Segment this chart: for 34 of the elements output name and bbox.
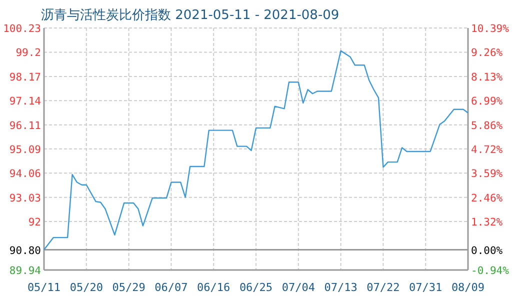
y-tick-label: 93.03: [9, 192, 41, 204]
x-tick-label: 07/04: [282, 281, 316, 294]
y2-tick-label: 4.72%: [471, 144, 504, 156]
x-tick-label: 06/16: [197, 281, 230, 294]
x-tick-label: 07/13: [324, 281, 358, 294]
y2-tick-label: 6.99%: [471, 96, 504, 108]
x-tick-label: 07/22: [366, 281, 400, 294]
y-tick-label: 95.09: [9, 144, 41, 156]
y-tick-label: 90.80: [9, 244, 41, 257]
y-tick-label: 96.11: [9, 120, 41, 132]
y-tick-label: 98.17: [9, 71, 41, 84]
y2-tick-label: -0.94%: [471, 265, 510, 277]
y2-tick-label: 1.32%: [471, 216, 504, 229]
y2-tick-label: 9.26%: [471, 47, 504, 60]
y2-tick-label: 0.00%: [471, 244, 504, 257]
x-tick-label: 06/07: [154, 281, 188, 294]
x-tick-label: 08/09: [451, 281, 485, 294]
y-tick-label: 89.94: [9, 265, 41, 277]
y-tick-label: 97.14: [9, 96, 41, 108]
y2-tick-label: 10.39%: [471, 23, 510, 35]
y-tick-label: 100.23: [3, 23, 41, 35]
x-tick-label: 06/25: [239, 281, 273, 294]
y2-tick-label: 2.46%: [471, 192, 504, 204]
y2-tick-label: 5.86%: [471, 120, 504, 132]
x-tick-label: 07/31: [409, 281, 442, 294]
y-tick-label: 99.2: [16, 47, 41, 60]
y-tick-label: 92: [28, 216, 41, 229]
x-tick-label: 05/20: [70, 281, 103, 294]
x-tick-label: 05/29: [112, 281, 146, 294]
y-tick-label: 94.06: [9, 168, 41, 180]
y2-tick-label: 8.13%: [471, 71, 504, 84]
y2-tick-label: 3.59%: [471, 168, 504, 180]
x-tick-label: 05/11: [27, 281, 61, 294]
chart-title: 沥青与活性炭比价指数 2021-05-11 - 2021-08-09: [41, 8, 340, 23]
